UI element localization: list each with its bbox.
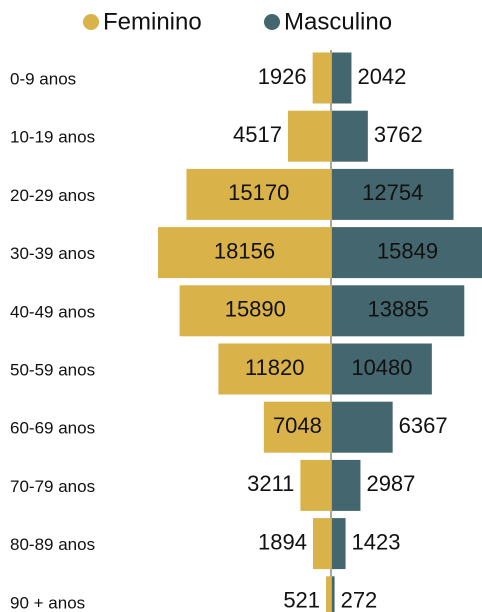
y-category-label: 10-19 anos: [10, 128, 95, 147]
value-label: 1894: [258, 529, 307, 554]
y-category-label: 50-59 anos: [10, 360, 95, 379]
y-category-label: 30-39 anos: [10, 244, 95, 263]
legend-label: Feminino: [103, 8, 202, 35]
value-label: 12754: [362, 180, 423, 205]
bar: [332, 459, 361, 511]
bar: [186, 168, 331, 220]
bar: [287, 110, 331, 162]
legend-label: Masculino: [284, 8, 392, 35]
value-label: 11820: [245, 355, 305, 380]
value-label: 13885: [368, 297, 429, 322]
bar: [326, 576, 331, 612]
value-label: 272: [341, 588, 378, 612]
y-category-label: 90 + anos: [10, 593, 85, 612]
bar: [179, 285, 331, 337]
bar: [312, 52, 331, 104]
value-label: 18156: [214, 238, 275, 263]
bar: [158, 227, 331, 279]
y-category-label: 60-69 anos: [10, 419, 95, 438]
bar: [332, 401, 393, 453]
legend-swatch: [83, 14, 99, 30]
value-label: 3762: [374, 122, 423, 147]
bar: [300, 459, 331, 511]
bar: [332, 52, 352, 104]
value-label: 2042: [357, 64, 406, 89]
y-category-label: 80-89 anos: [10, 535, 95, 554]
value-label: 4517: [233, 122, 282, 147]
value-label: 521: [283, 588, 320, 612]
y-category-label: 40-49 anos: [10, 302, 95, 321]
value-label: 1423: [352, 529, 401, 554]
value-label: 7048: [273, 413, 322, 438]
bar: [218, 343, 331, 395]
value-label: 2987: [366, 471, 415, 496]
bar: [332, 285, 465, 337]
bar: [332, 576, 335, 612]
value-label: 6367: [399, 413, 448, 438]
value-label: 1926: [258, 64, 307, 89]
y-category-label: 70-79 anos: [10, 477, 95, 496]
value-label: 10480: [351, 355, 412, 380]
value-label: 15890: [225, 297, 286, 322]
bar: [332, 168, 454, 220]
y-category-label: 20-29 anos: [10, 186, 95, 205]
bar: [312, 518, 331, 570]
bar: [332, 227, 482, 279]
y-category-label: 0-9 anos: [10, 69, 76, 88]
value-label: 15170: [228, 180, 289, 205]
bar: [263, 401, 331, 453]
bar: [332, 110, 368, 162]
value-label: 15849: [377, 238, 438, 263]
bar: [332, 518, 346, 570]
value-label: 3211: [247, 471, 294, 496]
bar: [332, 343, 432, 395]
legend-swatch: [264, 14, 280, 30]
